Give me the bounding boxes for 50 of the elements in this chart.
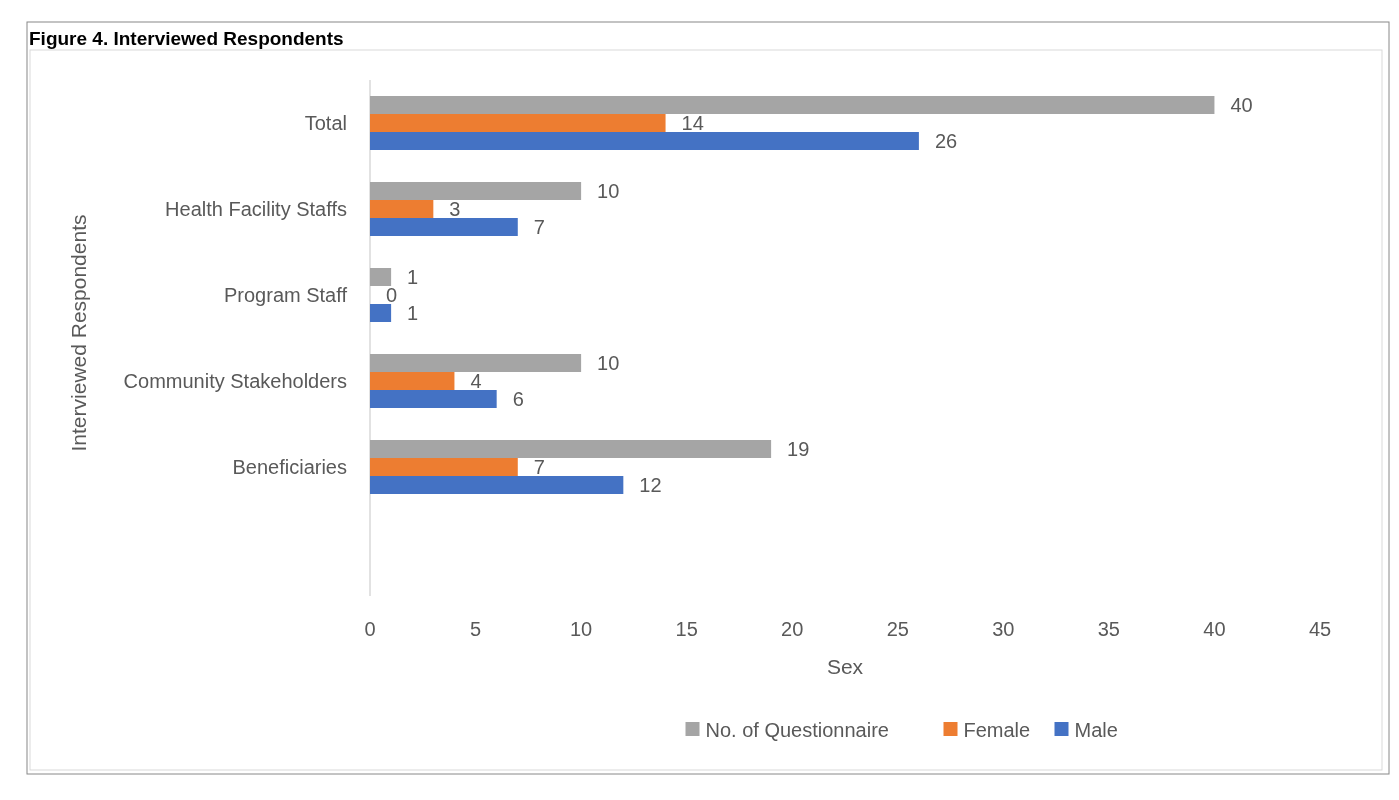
bar	[370, 182, 582, 200]
x-axis-title: Sex	[826, 655, 864, 678]
bar	[370, 476, 624, 494]
y-tick-label: Health Facility Staffs	[165, 198, 347, 220]
y-tick-label: Program Staff	[223, 284, 348, 306]
bar	[370, 132, 919, 150]
x-tick-label: 5	[469, 618, 482, 640]
text: Figure 4. Interviewed Respondents	[29, 28, 344, 49]
bar	[370, 96, 1215, 114]
data-label: 1	[407, 302, 419, 324]
data-label: 19	[787, 438, 810, 460]
data-label: 3	[449, 198, 461, 220]
legend-label: Female	[963, 719, 1031, 741]
bar	[370, 372, 455, 390]
x-tick-label: 15	[675, 618, 698, 640]
x-tick-label: 40	[1203, 618, 1226, 640]
y-axis-title: Interviewed Respondents	[67, 214, 90, 452]
bar	[370, 390, 497, 408]
x-tick-label: 25	[886, 618, 909, 640]
bar	[370, 458, 518, 476]
data-label: 0	[386, 284, 398, 306]
bar	[370, 200, 434, 218]
bar	[370, 268, 392, 286]
x-tick-label: 20	[781, 618, 804, 640]
x-tick-label: 30	[992, 618, 1015, 640]
data-label: 40	[1230, 94, 1253, 116]
y-tick-label: Beneficiaries	[232, 456, 347, 478]
data-label: 7	[533, 456, 545, 478]
data-label: 10	[597, 352, 620, 374]
data-label: 26	[934, 130, 958, 152]
bar	[370, 304, 392, 322]
legend-label: No. of Questionnaire	[705, 719, 889, 741]
y-tick-label: Total	[304, 112, 347, 134]
data-label: 4	[470, 370, 482, 392]
bar	[370, 114, 666, 132]
bar	[370, 440, 772, 458]
x-tick-label: 45	[1308, 618, 1332, 640]
bar	[370, 354, 582, 372]
data-label: 12	[639, 474, 662, 496]
y-tick-label: Community Stakeholders	[123, 370, 347, 392]
bar	[370, 218, 518, 236]
x-tick-label: 10	[569, 618, 593, 640]
data-label: 6	[512, 388, 524, 410]
data-label: 10	[597, 180, 620, 202]
legend-label: Male	[1074, 719, 1118, 741]
data-label: 1	[407, 266, 419, 288]
data-label: 14	[681, 112, 704, 134]
x-tick-label: 35	[1097, 618, 1121, 640]
data-label: 7	[533, 216, 545, 238]
x-tick-label: 0	[364, 618, 376, 640]
